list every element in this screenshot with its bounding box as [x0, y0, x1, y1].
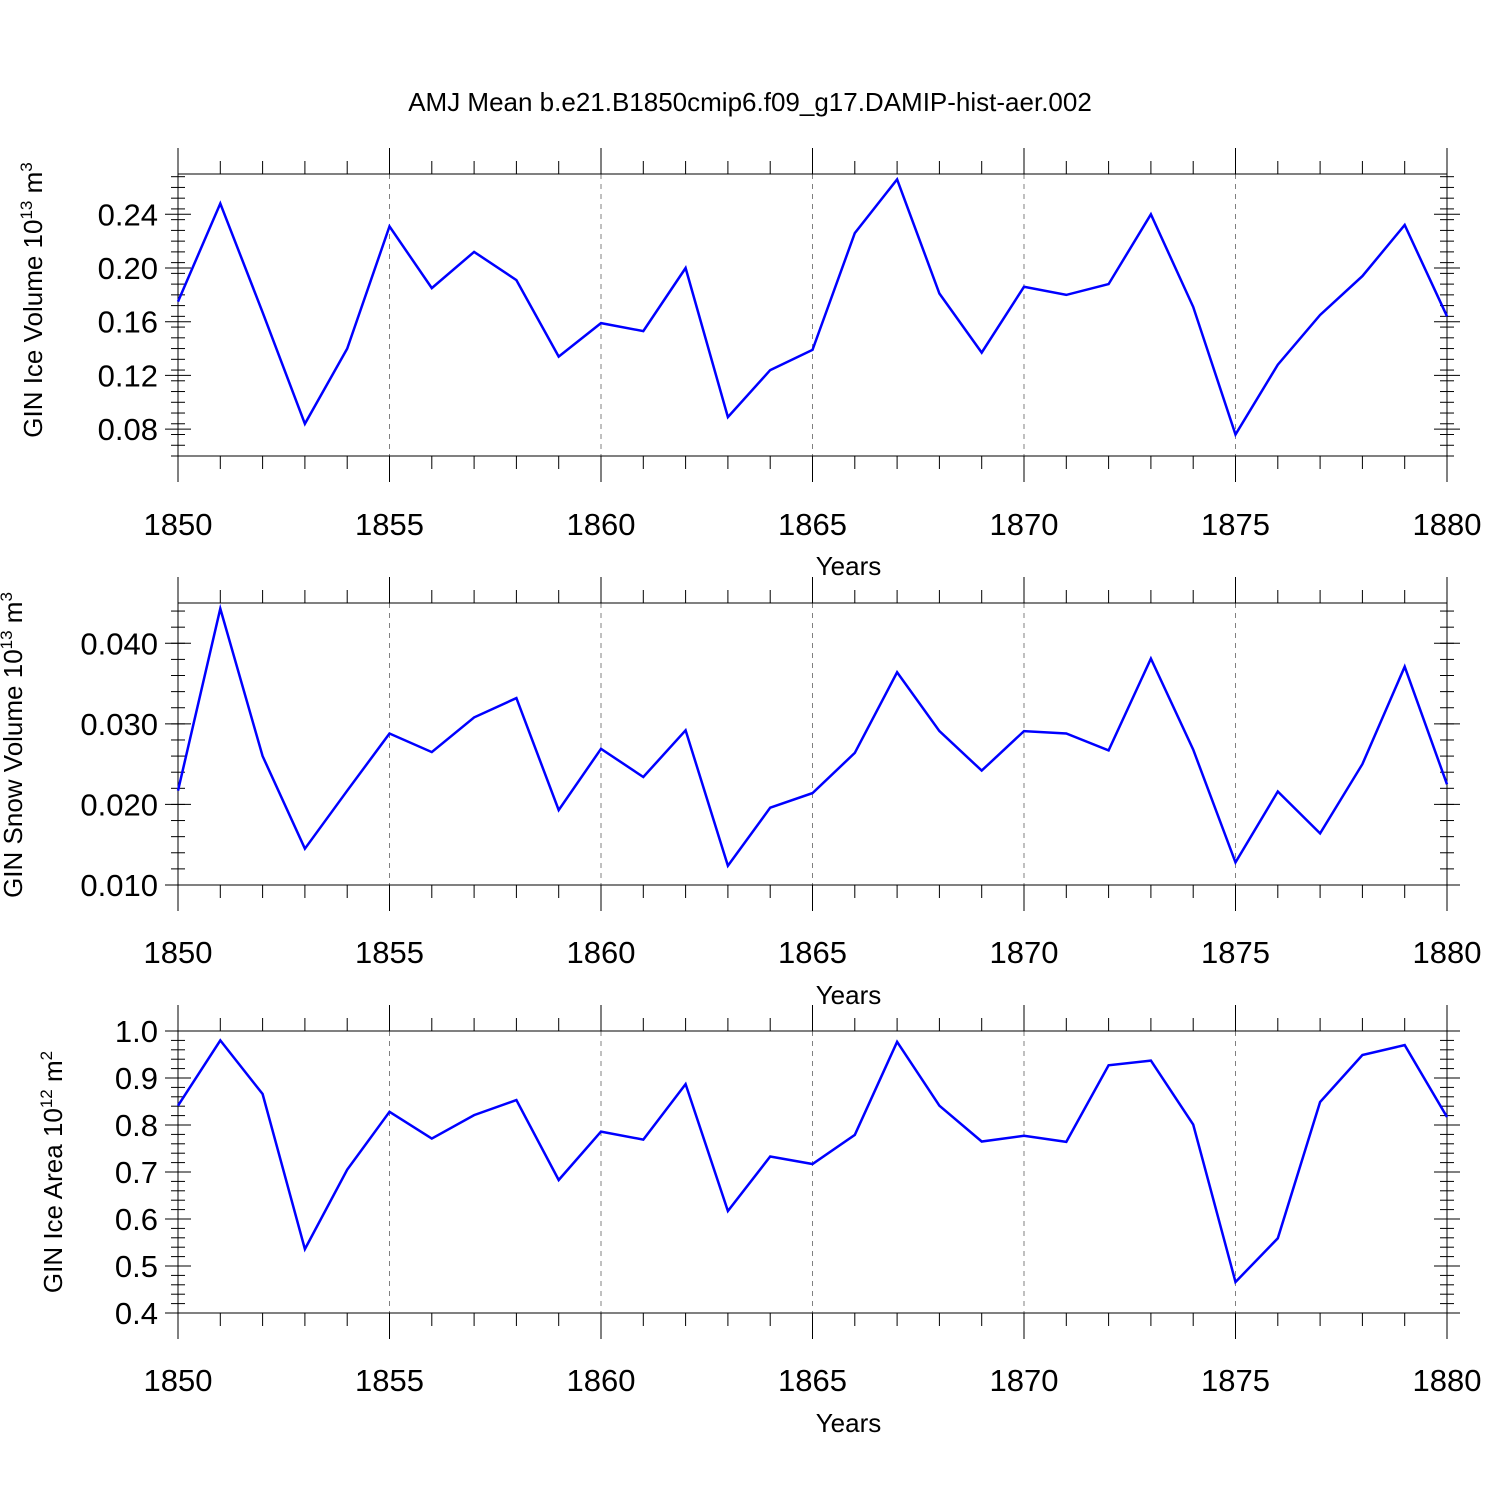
- panels: 0.08 0.12 0.16 0.20 0.24 1850 1855 1860 1865 1870…: [0, 148, 1481, 1438]
- y-axis-unit: m: [18, 172, 48, 201]
- y-tick-label: 0.20: [98, 251, 158, 286]
- x-tick-label: 1875: [1201, 1363, 1270, 1398]
- series-line: [176, 176, 1449, 438]
- panel-3: 0.4 0.5 0.6 0.7 0.8 0.9 1.0 1850 1855 1860 1865 187…: [37, 1005, 1481, 1438]
- y-tick-label: 0.4: [115, 1296, 158, 1331]
- panel-2: 0.010 0.020 0.030 0.040 1850 1855 1860 1865 1870…: [0, 577, 1481, 1010]
- y-axis-unit-power: 2: [37, 1051, 56, 1060]
- x-tick-label: 1875: [1201, 935, 1270, 970]
- y-tick-label: 0.5: [115, 1249, 158, 1284]
- series-line: [176, 1038, 1449, 1285]
- y-axis-title: GIN Ice Area 1012 m2: [37, 1051, 68, 1293]
- y-axis-label-text: GIN Ice Volume 10: [18, 220, 48, 438]
- x-tick-label: 1880: [1413, 507, 1482, 542]
- y-tick-label: 0.8: [115, 1108, 158, 1143]
- x-tick-label: 1880: [1413, 1363, 1482, 1398]
- x-tick-label: 1865: [778, 935, 847, 970]
- x-tick-label: 1870: [990, 507, 1059, 542]
- x-tick-label: 1850: [144, 507, 213, 542]
- y-tick-label: 0.030: [80, 707, 158, 742]
- x-tick-label: 1855: [355, 935, 424, 970]
- y-axis-unit: m: [0, 602, 28, 631]
- x-tick-label: 1860: [567, 507, 636, 542]
- y-axis-title: GIN Ice Volume 1013 m3: [17, 162, 48, 438]
- y-tick-label: 0.6: [115, 1202, 158, 1237]
- x-tick-label: 1865: [778, 1363, 847, 1398]
- y-tick-label: 0.16: [98, 305, 158, 340]
- x-axis-title: Years: [816, 551, 882, 581]
- y-axis-title: GIN Snow Volume 1013 m3: [0, 592, 28, 898]
- x-axis-title: Years: [816, 980, 882, 1010]
- x-tick-label: 1855: [355, 507, 424, 542]
- y-axis-unit-power: 3: [0, 592, 16, 601]
- x-tick-label: 1870: [990, 935, 1059, 970]
- y-axis-label-text: GIN Ice Area 10: [38, 1108, 68, 1293]
- y-tick-label: 0.9: [115, 1061, 158, 1096]
- x-tick-label: 1855: [355, 1363, 424, 1398]
- y-tick-label: 0.020: [80, 787, 158, 822]
- figure-title: AMJ Mean b.e21.B1850cmip6.f09_g17.DAMIP-…: [408, 87, 1092, 117]
- y-axis-unit: m: [38, 1060, 68, 1089]
- y-tick-label: 0.24: [98, 197, 158, 232]
- series-line: [176, 603, 1449, 869]
- y-axis-unit-power: 3: [17, 162, 36, 171]
- x-axis-title: Years: [816, 1408, 882, 1438]
- y-axis-unit-exponent: 12: [37, 1089, 56, 1108]
- y-axis-unit-exponent: 13: [0, 630, 16, 649]
- x-tick-label: 1865: [778, 507, 847, 542]
- x-tick-label: 1850: [144, 1363, 213, 1398]
- y-tick-label: 0.08: [98, 412, 158, 447]
- x-tick-label: 1850: [144, 935, 213, 970]
- x-tick-label: 1880: [1413, 935, 1482, 970]
- x-tick-label: 1870: [990, 1363, 1059, 1398]
- x-tick-label: 1860: [567, 935, 636, 970]
- y-tick-label: 0.12: [98, 358, 158, 393]
- y-axis-label-text: GIN Snow Volume 10: [0, 649, 28, 898]
- y-tick-label: 0.010: [80, 868, 158, 903]
- panel-1: 0.08 0.12 0.16 0.20 0.24 1850 1855 1860 1865 1870…: [17, 148, 1481, 581]
- y-axis-unit-exponent: 13: [17, 201, 36, 220]
- y-tick-label: 0.040: [80, 626, 158, 661]
- y-tick-label: 1.0: [115, 1014, 158, 1049]
- x-tick-label: 1875: [1201, 507, 1270, 542]
- x-tick-label: 1860: [567, 1363, 636, 1398]
- y-tick-label: 0.7: [115, 1155, 158, 1190]
